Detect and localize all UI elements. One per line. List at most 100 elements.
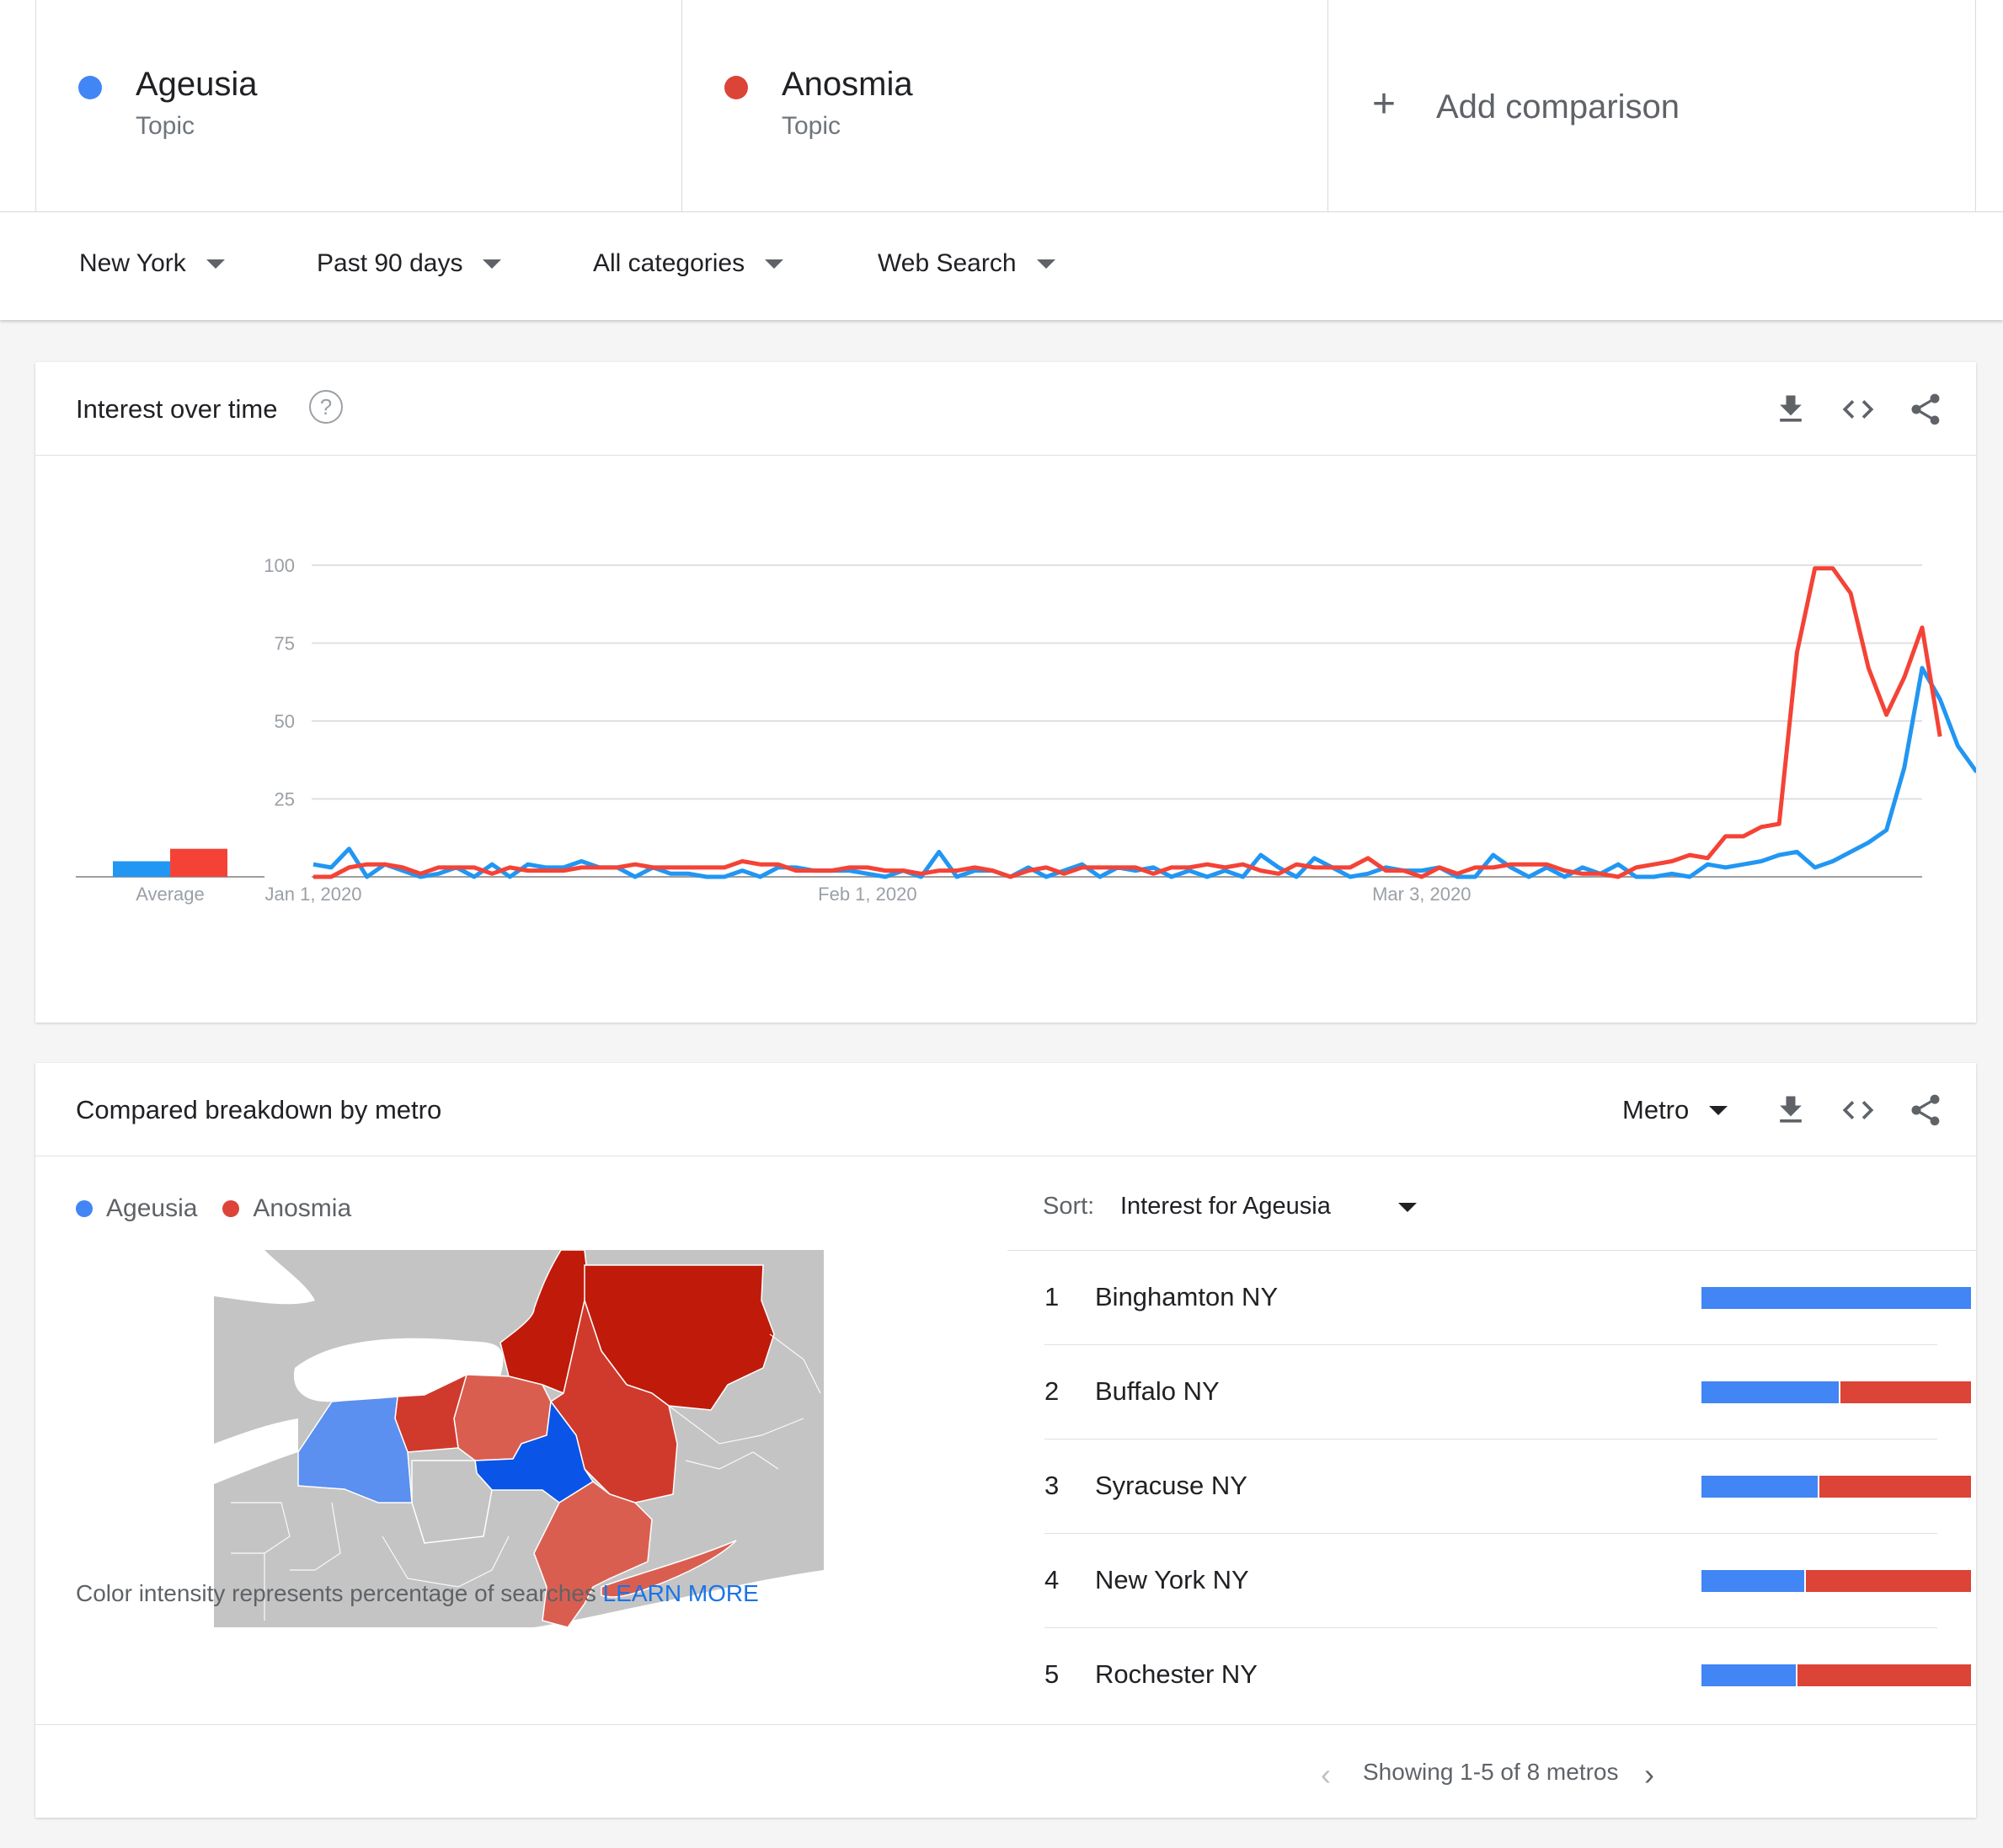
download-icon[interactable] <box>1772 1092 1809 1129</box>
compare-bar: Ageusia Topic Anosmia Topic + Add compar… <box>0 0 2003 212</box>
legend-item-anosmia: Anosmia <box>222 1194 351 1223</box>
metro-rank: 3 <box>1044 1471 1060 1500</box>
metro-breakdown-card: Compared breakdown by metro Metro Ageusi… <box>35 1063 1976 1818</box>
sort-label: Sort: <box>1043 1193 1095 1220</box>
legend-label: Ageusia <box>106 1194 198 1222</box>
metro-name: Rochester NY <box>1095 1659 1258 1689</box>
anosmia-share-segment <box>1797 1664 1971 1686</box>
term-type: Topic <box>782 112 841 140</box>
anosmia-share-segment <box>1805 1570 1971 1592</box>
x-tick-labels: Jan 1, 2020 Feb 1, 2020 Mar 3, 2020 <box>265 884 1472 905</box>
region-filter-label: New York <box>79 249 186 277</box>
help-icon[interactable]: ? <box>309 390 343 424</box>
card-title: Interest over time <box>76 394 278 424</box>
chevron-left-icon[interactable]: ‹ <box>1321 1757 1331 1792</box>
metro-row[interactable]: 4 New York NY <box>1044 1533 1971 1628</box>
caret-down-icon <box>483 259 502 269</box>
ageusia-share-segment <box>1701 1287 1971 1309</box>
metro-region-watertown[interactable] <box>499 1250 587 1395</box>
metro-rank: 1 <box>1044 1282 1060 1311</box>
category-filter[interactable]: All categories <box>593 249 784 278</box>
term-name: Anosmia <box>782 66 913 103</box>
sort-dropdown[interactable]: Interest for Ageusia <box>1120 1193 1331 1220</box>
add-comparison-button[interactable]: + Add comparison <box>1327 0 1976 211</box>
learn-more-link[interactable]: LEARN MORE <box>602 1580 759 1606</box>
term-name: Ageusia <box>136 66 258 103</box>
average-bars: Average <box>76 848 264 905</box>
metro-name: Syracuse NY <box>1095 1471 1247 1500</box>
ageusia-color-dot <box>78 76 102 99</box>
lake-erie <box>214 1418 298 1484</box>
y-tick-label: 25 <box>275 789 295 810</box>
term-card-ageusia[interactable]: Ageusia Topic <box>35 0 682 211</box>
x-tick-label: Mar 3, 2020 <box>1372 884 1471 905</box>
time-filter[interactable]: Past 90 days <box>317 249 502 278</box>
resolution-dropdown[interactable]: Metro <box>1622 1095 1728 1125</box>
y-tick-label: 100 <box>264 555 295 576</box>
caret-down-icon <box>1709 1105 1728 1115</box>
filters-bar: New York Past 90 days All categories Web… <box>0 212 2003 320</box>
share-icon[interactable] <box>1907 1092 1944 1129</box>
card-header: Compared breakdown by metro Metro <box>35 1063 1976 1156</box>
metro-region-buffalo[interactable] <box>297 1396 413 1504</box>
footnote-text: Color intensity represents percentage of… <box>76 1580 596 1606</box>
region-filter[interactable]: New York <box>79 249 225 278</box>
pager-text: Showing 1-5 of 8 metros <box>1363 1759 1619 1785</box>
metro-row[interactable]: 3 Syracuse NY <box>1044 1439 1971 1534</box>
card-title: Compared breakdown by metro <box>76 1095 442 1124</box>
term-card-anosmia[interactable]: Anosmia Topic <box>681 0 1328 211</box>
metro-row[interactable]: 5 Rochester NY <box>1044 1627 1971 1722</box>
card-header: Interest over time ? <box>35 362 1976 456</box>
series-line-ageusia[interactable] <box>312 665 1976 879</box>
metro-share-bar <box>1701 1287 1971 1309</box>
metro-name: New York NY <box>1095 1565 1249 1594</box>
new-york-metro-map[interactable] <box>214 1250 824 1627</box>
ageusia-share-segment <box>1701 1570 1804 1592</box>
metro-region-new-york-city[interactable] <box>533 1481 653 1627</box>
metro-row[interactable]: 2 Buffalo NY <box>1044 1344 1971 1439</box>
pager: ‹ Showing 1-5 of 8 metros › <box>35 1724 1976 1818</box>
x-tick-label: Feb 1, 2020 <box>818 884 916 905</box>
ageusia-share-segment <box>1701 1381 1840 1403</box>
series-lines[interactable] <box>312 566 1976 879</box>
metro-share-bar <box>1701 1570 1971 1592</box>
average-bar-ageusia[interactable] <box>113 861 170 878</box>
x-tick-label: Jan 1, 2020 <box>265 884 362 905</box>
caret-down-icon[interactable] <box>1398 1203 1417 1212</box>
metro-rank: 5 <box>1044 1659 1060 1689</box>
map-footnote: Color intensity represents percentage of… <box>76 1580 759 1607</box>
long-island <box>601 1540 737 1598</box>
caret-down-icon <box>765 259 784 269</box>
category-filter-label: All categories <box>593 249 745 277</box>
atlantic-ocean <box>534 1570 824 1627</box>
search-property-filter[interactable]: Web Search <box>878 249 1055 278</box>
download-icon[interactable] <box>1772 391 1809 428</box>
legend-item-ageusia: Ageusia <box>76 1194 197 1223</box>
metro-region-elmira[interactable] <box>411 1460 493 1544</box>
metro-row[interactable]: 1 Binghamton NY <box>1044 1250 1971 1345</box>
time-filter-label: Past 90 days <box>317 249 463 277</box>
search-property-label: Web Search <box>878 249 1017 277</box>
metro-rank: 2 <box>1044 1376 1060 1406</box>
county-borders <box>231 1333 821 1621</box>
average-label: Average <box>136 884 205 905</box>
sort-row: Sort: Interest for Ageusia <box>1007 1156 1976 1251</box>
add-comparison-label: Add comparison <box>1436 88 1680 126</box>
interest-over-time-card: Interest over time ? 25 50 75 100 Jan 1, 20… <box>35 362 1976 1023</box>
embed-icon[interactable] <box>1840 1092 1877 1129</box>
share-icon[interactable] <box>1907 391 1944 428</box>
y-tick-label: 50 <box>275 711 295 732</box>
upper-whitespace <box>214 1250 315 1305</box>
anosmia-share-segment <box>1840 1381 1971 1403</box>
map-legend: Ageusia Anosmia <box>76 1194 377 1223</box>
embed-icon[interactable] <box>1840 391 1877 428</box>
plus-icon: + <box>1372 82 1397 126</box>
caret-down-icon <box>206 259 225 269</box>
ageusia-share-segment <box>1701 1476 1818 1498</box>
average-bar-anosmia[interactable] <box>170 848 227 877</box>
metro-share-bar <box>1701 1381 1971 1403</box>
series-line-anosmia[interactable] <box>313 566 1942 879</box>
anosmia-share-segment <box>1819 1476 1971 1498</box>
y-tick-label: 75 <box>275 633 295 654</box>
chevron-right-icon[interactable]: › <box>1644 1757 1654 1792</box>
